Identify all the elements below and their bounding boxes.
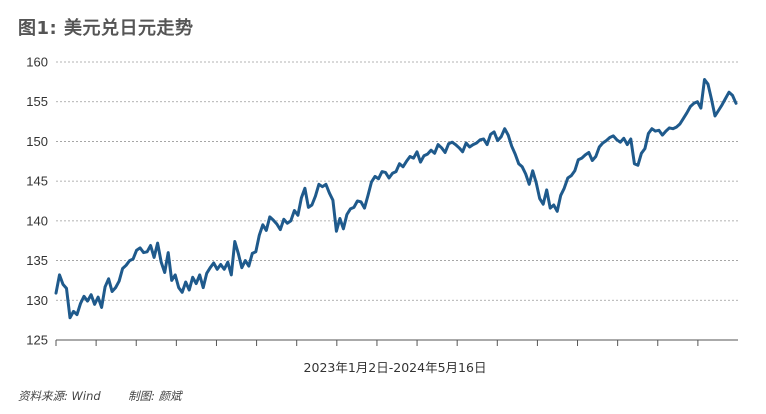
chart-title: 图1: 美元兑日元走势: [18, 18, 194, 39]
y-tick-label-135: 135: [26, 253, 48, 268]
y-tick-label-160: 160: [26, 55, 48, 70]
y-tick-label-125: 125: [26, 333, 48, 348]
series-line-usd-jpy: [54, 78, 738, 320]
y-tick-label-130: 130: [26, 293, 48, 308]
y-tick-label-155: 155: [26, 94, 48, 109]
y-tick-label-145: 145: [26, 174, 48, 189]
y-axis-tick-labels: 125 130 135 140 145 150 155 160: [26, 55, 48, 348]
y-tick-label-140: 140: [26, 213, 48, 228]
grid-lines: [56, 61, 738, 301]
source-note: 资料来源: Wind: [18, 389, 101, 403]
author-note: 制图: 颜斌: [128, 389, 182, 403]
x-axis-label: 2023年1月2日-2024年5月16日: [304, 360, 487, 375]
y-tick-label-150: 150: [26, 134, 48, 149]
x-axis: [55, 339, 738, 346]
